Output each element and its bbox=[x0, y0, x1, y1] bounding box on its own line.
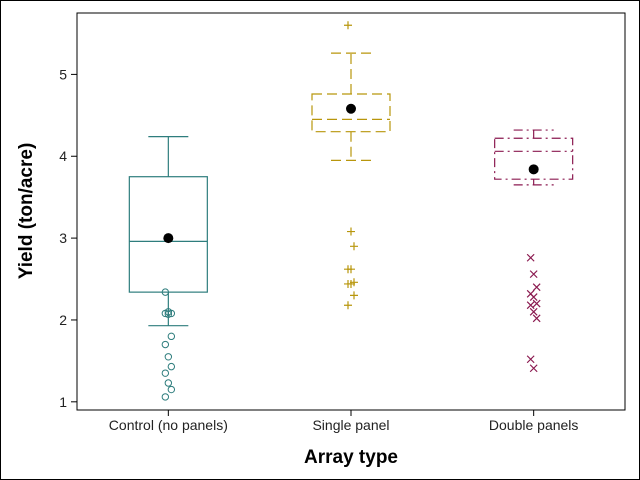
outlier-point bbox=[164, 310, 173, 318]
x-axis-title: Array type bbox=[304, 447, 398, 468]
outlier-point bbox=[347, 279, 355, 288]
y-axis-title: Yield (ton/acre) bbox=[16, 143, 37, 280]
outlier-point bbox=[347, 265, 355, 274]
outlier-point bbox=[164, 353, 173, 361]
mean-marker bbox=[528, 164, 539, 175]
outlier-point bbox=[350, 242, 358, 251]
outlier-point bbox=[532, 283, 541, 292]
x-tick-label: Single panel bbox=[312, 417, 389, 433]
y-tick-label: 1 bbox=[59, 394, 67, 410]
outlier-point bbox=[167, 362, 176, 371]
outlier-point bbox=[529, 293, 538, 301]
outlier-point bbox=[526, 355, 535, 364]
mean-marker bbox=[163, 233, 174, 244]
box-group-3 bbox=[494, 129, 574, 373]
outlier-point bbox=[161, 340, 170, 349]
iqr-box bbox=[311, 93, 391, 133]
outlier-point bbox=[529, 364, 538, 373]
outlier-point bbox=[347, 227, 355, 236]
x-tick-label: Control (no panels) bbox=[109, 417, 228, 433]
outlier-point bbox=[529, 270, 538, 279]
outlier-point bbox=[161, 309, 170, 318]
outlier-point bbox=[529, 307, 538, 316]
box-group-2 bbox=[311, 21, 391, 310]
outlier-point bbox=[161, 288, 170, 296]
outlier-point bbox=[526, 301, 535, 310]
box-group-1 bbox=[128, 136, 208, 401]
outlier-point bbox=[164, 379, 173, 387]
outlier-point bbox=[532, 299, 541, 308]
outlier-point bbox=[344, 301, 352, 310]
outlier-point bbox=[161, 369, 170, 377]
x-tick-label: Double panels bbox=[489, 417, 579, 433]
outlier-point bbox=[161, 393, 170, 401]
outlier-point bbox=[344, 21, 352, 30]
outlier-point bbox=[532, 314, 541, 323]
outlier-point bbox=[167, 385, 176, 394]
y-tick-label: 5 bbox=[59, 66, 67, 82]
outlier-point bbox=[526, 253, 535, 262]
y-tick-label: 3 bbox=[59, 230, 67, 246]
iqr-box bbox=[494, 137, 574, 180]
x-axis-ticks: Control (no panels) Single panel Double pa… bbox=[109, 410, 579, 433]
box-series bbox=[128, 21, 574, 401]
y-axis-ticks: 1 2 3 4 5 bbox=[59, 66, 77, 410]
outlier-point bbox=[350, 291, 358, 300]
outlier-point bbox=[167, 332, 176, 341]
y-tick-label: 4 bbox=[59, 148, 67, 164]
y-tick-label: 2 bbox=[59, 312, 67, 328]
mean-marker bbox=[346, 103, 356, 114]
